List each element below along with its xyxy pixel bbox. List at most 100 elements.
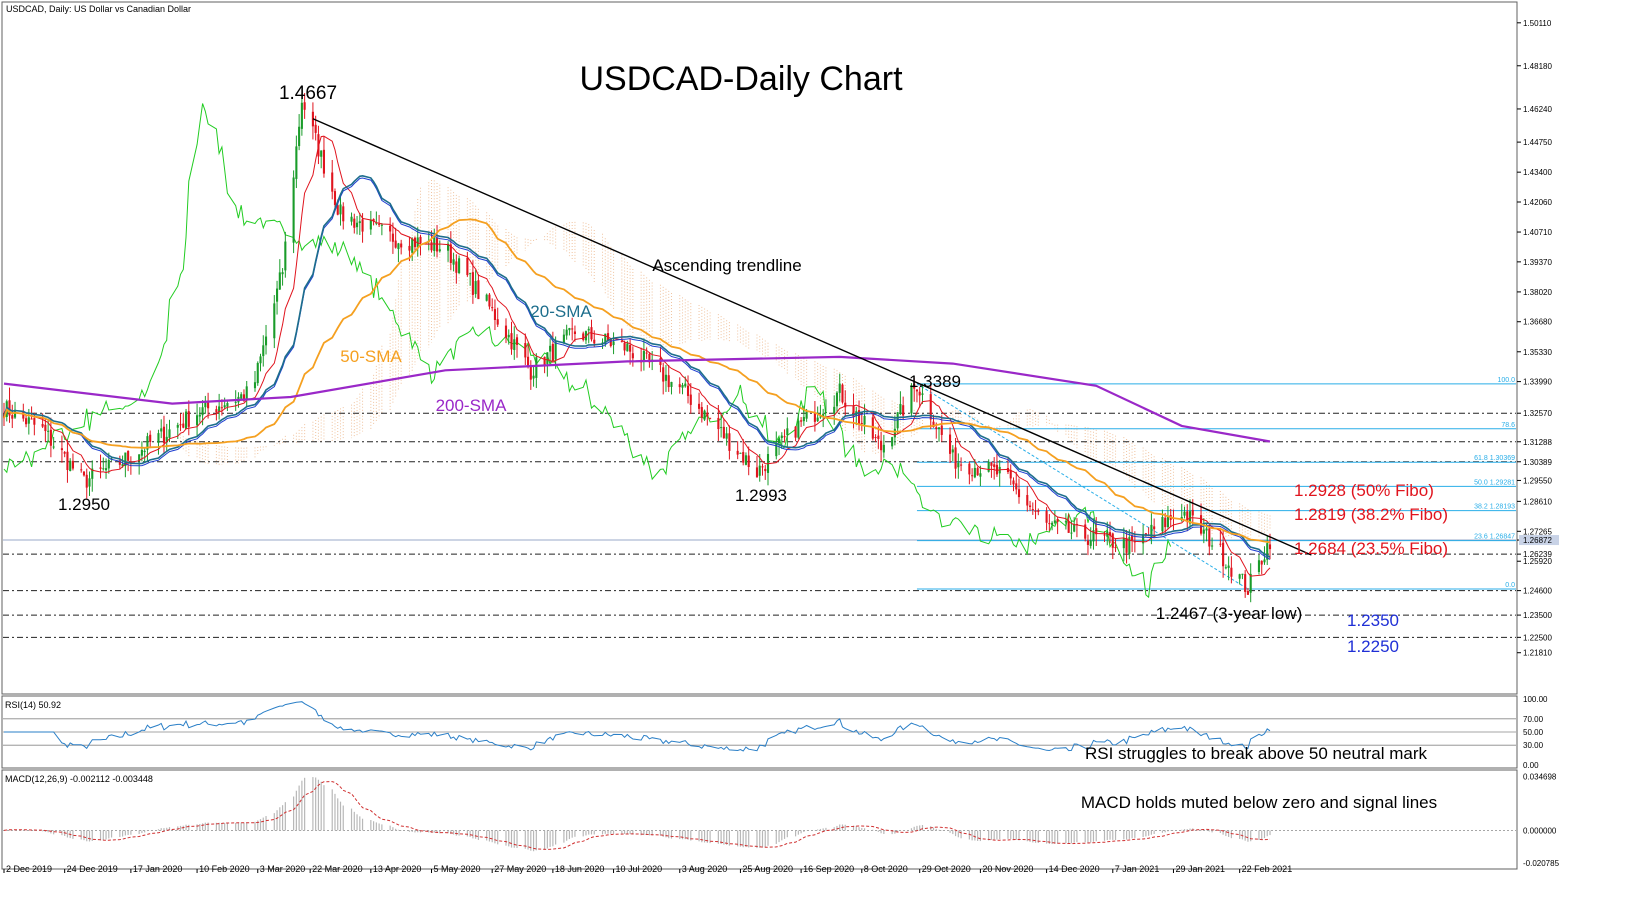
candle-body (937, 427, 941, 430)
candle-body (1183, 511, 1186, 516)
candle-body (1103, 534, 1106, 536)
candle-body (1053, 520, 1056, 523)
macd-note: MACD holds muted below zero and signal l… (1081, 793, 1437, 812)
rsi-tick-label: 100.00 (1523, 695, 1548, 704)
candle-body (380, 224, 383, 226)
candle-body (314, 124, 317, 133)
candle-body (1266, 543, 1269, 560)
candle-body (198, 414, 201, 417)
price-tick-label: 1.35330 (1523, 348, 1552, 357)
candle-body (466, 257, 469, 276)
price-tick-label: 1.24600 (1523, 587, 1552, 596)
time-tick-label: 29 Oct 2020 (922, 864, 971, 874)
candle-body (488, 294, 491, 307)
candle-body (910, 385, 913, 414)
candle-body (22, 411, 25, 419)
candle-body (187, 411, 190, 427)
candle-body (626, 343, 629, 352)
candle-body (1153, 526, 1156, 530)
kijun-line (3, 177, 1271, 560)
candle-body (976, 468, 979, 476)
candle-body (82, 471, 86, 476)
tenkan-line (3, 135, 1271, 577)
price-tick-label: 1.39370 (1523, 258, 1552, 267)
candle-body (1051, 522, 1054, 525)
candle-body (722, 426, 725, 439)
candle-body (66, 451, 69, 471)
candle-body (968, 463, 971, 475)
chart-title: USDCAD-Daily Chart (579, 60, 903, 98)
candle-body (728, 433, 731, 451)
time-tick-label: 17 Jan 2020 (133, 864, 183, 874)
candle-body (27, 417, 30, 424)
candle-body (411, 238, 414, 253)
fibo-level-text: 50.0 1.29281 (1474, 479, 1515, 486)
candle-body (1260, 560, 1263, 565)
candle-body (264, 336, 268, 346)
candle-body (1012, 480, 1015, 485)
candle-body (1246, 591, 1249, 595)
moving-averages (3, 135, 1271, 577)
candle-body (218, 406, 221, 413)
candle-body (1114, 547, 1117, 549)
candle-body (1227, 565, 1230, 568)
candle-body (835, 392, 839, 407)
time-tick-label: 22 Mar 2020 (312, 864, 363, 874)
candle-body (513, 339, 516, 350)
candle-body (201, 407, 204, 416)
candle-body (118, 460, 121, 465)
candle-body (88, 478, 91, 487)
price-tick-label: 1.42060 (1523, 198, 1552, 207)
rsi-tick-label: 50.00 (1523, 728, 1544, 737)
high-label: 1.4667 (279, 83, 337, 104)
time-tick-label: 3 Mar 2020 (260, 864, 306, 874)
candle-body (102, 468, 105, 470)
candle-body (496, 319, 499, 325)
candle-body (1092, 530, 1095, 542)
candle-body (918, 391, 921, 396)
candle-body (913, 383, 916, 389)
candle-body (824, 411, 827, 413)
sma50-label: 50-SMA (340, 347, 402, 366)
symbol-info: USDCAD, Daily: US Dollar vs Canadian Dol… (6, 4, 191, 14)
candle-body (587, 328, 590, 331)
candle-body (1009, 469, 1012, 479)
candle-body (800, 420, 803, 422)
candle-body (546, 352, 549, 364)
sma200-line (3, 355, 1271, 443)
time-tick-label: 2 Dec 2019 (6, 864, 52, 874)
candle-body (320, 150, 323, 157)
candle-body (184, 411, 188, 429)
candle-body (629, 345, 632, 352)
candle-body (91, 468, 94, 479)
candle-body (278, 272, 281, 290)
candle-body (1241, 573, 1244, 575)
candle-body (355, 222, 359, 228)
candle-body (339, 204, 342, 215)
candle-body (915, 389, 919, 392)
candle-body (107, 459, 110, 469)
time-tick-label: 10 Jul 2020 (616, 864, 663, 874)
price-tick-label: 1.33990 (1523, 378, 1552, 387)
candle-body (182, 423, 185, 428)
candle-body (253, 382, 257, 389)
candle-body (162, 426, 166, 443)
candle-body (281, 272, 284, 275)
candle-body (256, 362, 259, 384)
macd-tick-label: -0.020785 (1523, 859, 1560, 868)
candle-body (686, 385, 690, 396)
candle-body (369, 219, 372, 230)
candle-body (954, 447, 957, 469)
candle-body (620, 341, 623, 343)
candle-body (703, 410, 706, 420)
candle-body (477, 280, 480, 300)
candle-body (1028, 505, 1032, 507)
candle-body (593, 339, 596, 344)
candle-body (1249, 573, 1252, 593)
candle-body (408, 245, 411, 251)
candle-body (1186, 511, 1189, 522)
candle-body (562, 334, 565, 344)
candle-body (684, 383, 687, 387)
sma20-line (3, 174, 1271, 558)
